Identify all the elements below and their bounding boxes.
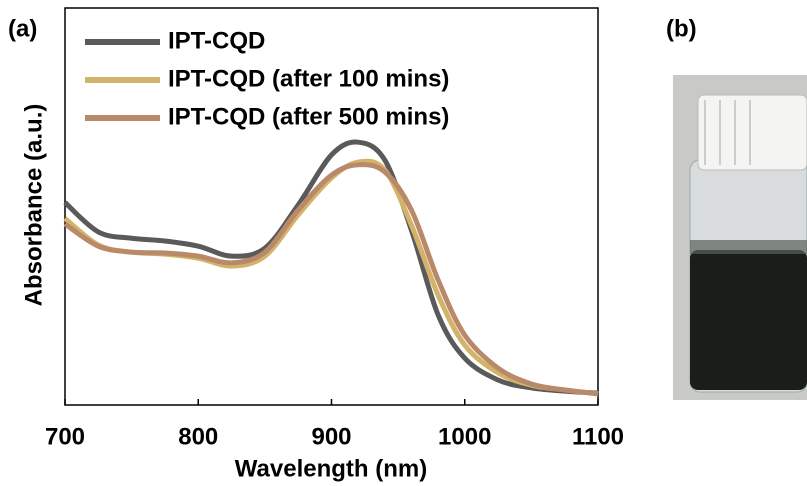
vial-photo (673, 75, 807, 400)
line-series (63, 158, 599, 397)
legend-label: IPT-CQD (168, 27, 265, 54)
legend-label: IPT-CQD (after 500 mins) (168, 103, 449, 130)
x-tick-label: 900 (311, 423, 351, 450)
x-tick-label: 1100 (572, 423, 624, 450)
line-series (63, 139, 599, 396)
panel-label: (b) (666, 15, 697, 42)
x-tick-label: 700 (45, 423, 85, 450)
panel-label: (a) (8, 15, 37, 42)
legend-label: IPT-CQD (after 100 mins) (168, 65, 449, 92)
x-axis-label: Wavelength (nm) (235, 455, 427, 482)
x-tick-label: 1000 (438, 423, 491, 450)
x-tick-label: 800 (178, 423, 218, 450)
y-axis-label: Absorbance (a.u.) (20, 104, 47, 307)
line-series (63, 162, 599, 397)
